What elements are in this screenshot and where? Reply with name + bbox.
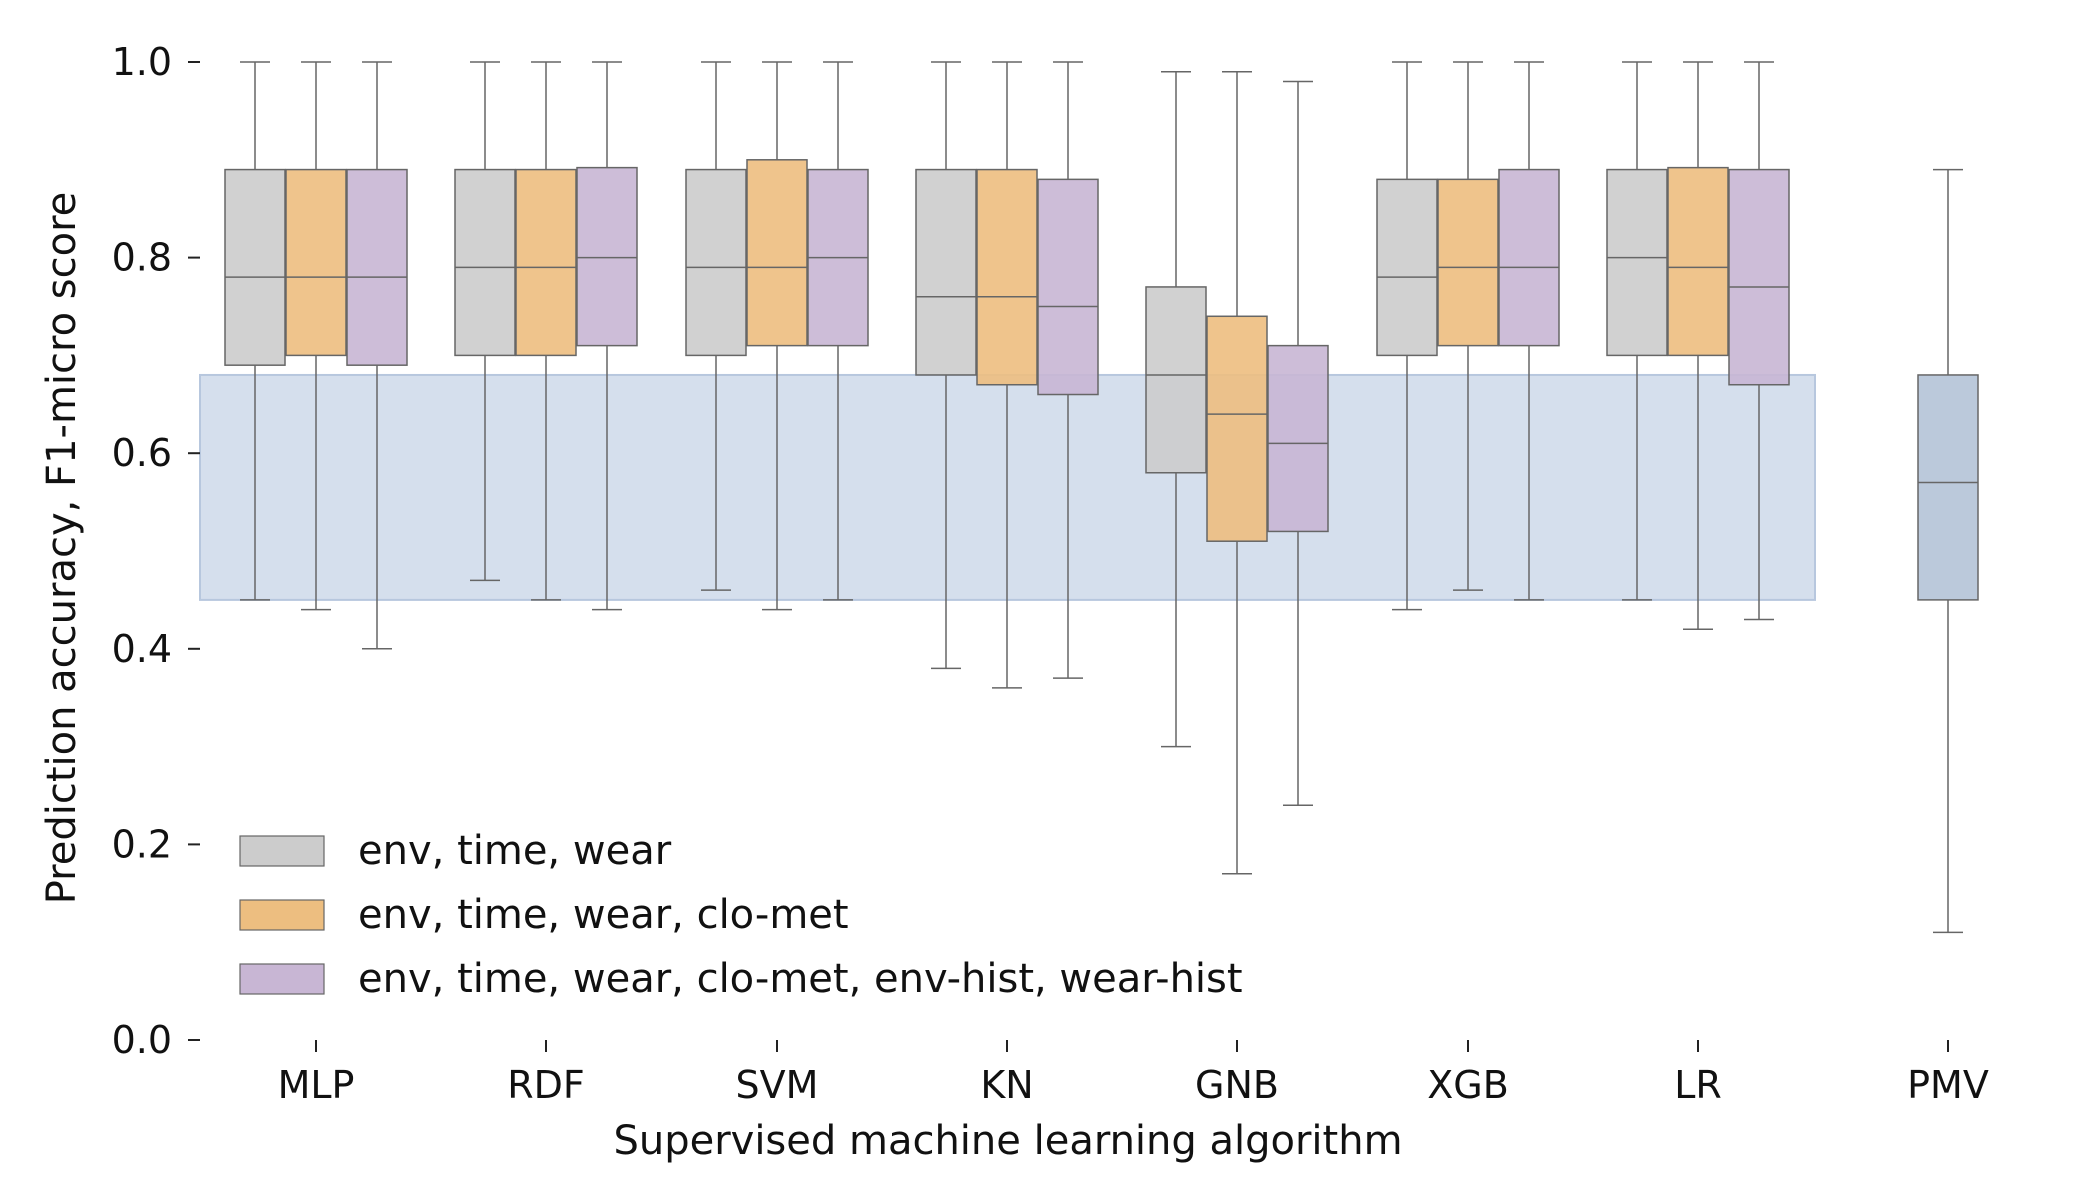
box-svm-series-2 [746, 159, 808, 347]
x-tick-label: MLP [278, 1063, 355, 1107]
y-axis: 0.0 0.2 0.4 0.6 0.8 1.0 [112, 40, 200, 1062]
box-group-lr-series-3 [1728, 61, 1790, 621]
y-tick-label: 0.6 [112, 431, 172, 475]
legend-swatch [239, 963, 325, 995]
box-group-lr-series-2 [1667, 61, 1729, 630]
x-axis: MLP RDF SVM KN GNB XGB LR PMV [278, 1040, 1989, 1107]
box-group-kn-series-1 [915, 61, 977, 670]
box-gnb-series-3 [1267, 344, 1329, 533]
box-group-kn-series-3 [1037, 61, 1099, 679]
box-group-rdf-series-2 [515, 61, 577, 601]
box-kn-series-3 [1037, 178, 1099, 396]
legend: env, time, wear env, time, wear, clo-met e… [239, 828, 1243, 1002]
box-group-pmv [1917, 168, 1979, 934]
box-gnb-series-2 [1206, 315, 1268, 542]
box-xgb-series-3 [1498, 168, 1560, 347]
box-group-svm-series-1 [685, 61, 747, 591]
x-tick-label: XGB [1427, 1063, 1509, 1107]
x-tick-label: LR [1674, 1063, 1722, 1107]
box-lr-series-2 [1667, 166, 1729, 357]
box-kn-series-2 [976, 168, 1038, 386]
box-pmv [1917, 374, 1979, 601]
box-kn-series-1 [915, 168, 977, 376]
box-lr-series-1 [1606, 168, 1668, 357]
box-group-rdf-series-3 [576, 61, 638, 611]
legend-label: env, time, wear, clo-met, env-hist, wear… [358, 956, 1243, 1002]
box-group-mlp-series-3 [346, 61, 408, 650]
box-layer [224, 61, 1979, 934]
box-mlp-series-1 [224, 168, 286, 366]
box-group-lr-series-1 [1606, 61, 1668, 601]
x-axis-label: Supervised machine learning algorithm [613, 1118, 1402, 1164]
box-group-svm-series-2 [746, 61, 808, 611]
x-tick-label: RDF [507, 1063, 585, 1107]
legend-swatch [239, 835, 325, 867]
y-axis-label: Prediction accuracy, F1-micro score [39, 192, 85, 905]
y-tick-label: 0.8 [112, 236, 172, 280]
box-group-kn-series-2 [976, 61, 1038, 689]
x-tick-label: GNB [1195, 1063, 1279, 1107]
box-group-xgb-series-3 [1498, 61, 1560, 601]
y-tick-label: 0.0 [112, 1018, 172, 1062]
box-group-xgb-series-2 [1437, 61, 1499, 591]
y-tick-label: 0.2 [112, 822, 172, 866]
box-xgb-series-1 [1376, 178, 1438, 357]
x-tick-label: PMV [1907, 1063, 1989, 1107]
x-tick-label: KN [980, 1063, 1033, 1107]
legend-label: env, time, wear [358, 828, 672, 874]
box-group-xgb-series-1 [1376, 61, 1438, 611]
box-rdf-series-2 [515, 168, 577, 357]
x-tick-label: SVM [736, 1063, 819, 1107]
box-svm-series-1 [685, 168, 747, 357]
box-xgb-series-2 [1437, 178, 1499, 347]
box-gnb-series-1 [1145, 286, 1207, 474]
legend-label: env, time, wear, clo-met [358, 892, 849, 938]
box-group-gnb-series-1 [1145, 71, 1207, 748]
box-group-gnb-series-3 [1267, 80, 1329, 807]
box-group-mlp-series-2 [285, 61, 347, 611]
box-group-rdf-series-1 [454, 61, 516, 582]
box-group-mlp-series-1 [224, 61, 286, 601]
box-lr-series-3 [1728, 168, 1790, 386]
box-group-svm-series-3 [807, 61, 869, 601]
box-rdf-series-3 [576, 166, 638, 347]
box-mlp-series-3 [346, 168, 408, 366]
legend-swatch [239, 899, 325, 931]
y-tick-label: 1.0 [112, 40, 172, 84]
box-rdf-series-1 [454, 168, 516, 357]
box-group-gnb-series-2 [1206, 71, 1268, 875]
y-tick-label: 0.4 [112, 627, 172, 671]
box-mlp-series-2 [285, 168, 347, 357]
